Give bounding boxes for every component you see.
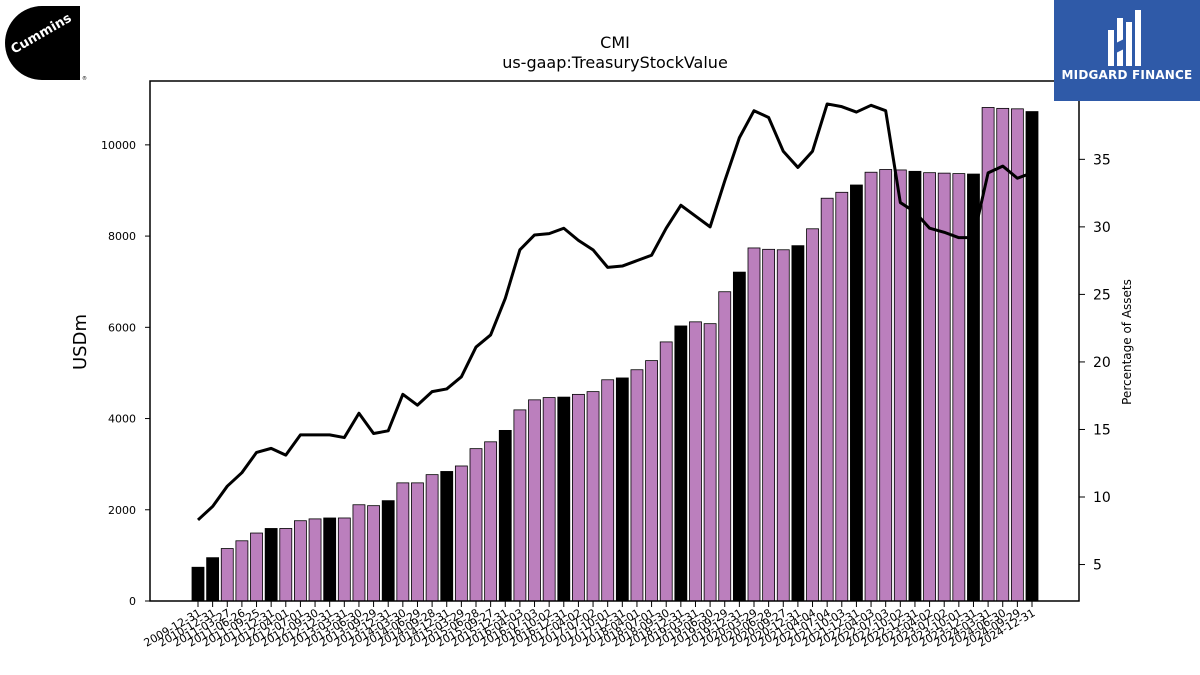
bar xyxy=(747,247,761,602)
bar xyxy=(308,518,322,602)
line-group xyxy=(196,102,1033,522)
chart-title: CMI xyxy=(600,33,630,52)
bar xyxy=(1010,108,1024,602)
y2-tick-label: 15 xyxy=(1093,422,1111,438)
bar xyxy=(791,245,805,602)
bar xyxy=(630,369,644,602)
bar xyxy=(264,528,278,602)
bar xyxy=(1025,111,1039,602)
bar xyxy=(425,474,439,602)
bar xyxy=(542,397,556,602)
bar xyxy=(923,172,936,602)
line-series xyxy=(196,102,1033,522)
bar xyxy=(513,409,527,602)
y2-tick-label: 20 xyxy=(1093,355,1111,371)
y2-axis: 5 10 15 20 25 30 35 xyxy=(1079,152,1111,574)
midgard-finance-logo: MIDGARD FINANCE xyxy=(1054,0,1200,101)
y-tick-label: 0 xyxy=(129,595,136,608)
bar xyxy=(586,391,600,602)
y2-tick-label: 5 xyxy=(1093,558,1102,574)
bar xyxy=(937,172,951,602)
bar xyxy=(908,170,922,602)
bar xyxy=(645,360,658,602)
y-tick-label: 2000 xyxy=(108,504,136,517)
bar xyxy=(601,379,615,602)
x-axis: 2009-12-312010-12-312011-03-272011-06-26… xyxy=(142,601,1038,650)
bar xyxy=(323,517,337,602)
y-axis: 0 2000 4000 6000 8000 10000 xyxy=(101,139,150,608)
y-axis-label: USDm xyxy=(70,314,91,370)
chart-subtitle: us-gaap:TreasuryStockValue xyxy=(502,53,728,72)
bar xyxy=(762,248,776,602)
bar xyxy=(469,448,483,602)
bar xyxy=(981,107,995,602)
bar xyxy=(250,532,263,602)
bar xyxy=(659,341,673,602)
bar xyxy=(220,548,234,602)
bar xyxy=(440,471,454,602)
bar xyxy=(454,465,468,602)
bar xyxy=(279,528,293,602)
bars-group xyxy=(191,107,1039,602)
y2-tick-label: 35 xyxy=(1093,152,1111,168)
bar xyxy=(528,399,541,602)
bar xyxy=(674,325,688,602)
bar xyxy=(498,429,512,602)
bar xyxy=(352,504,366,602)
bar xyxy=(206,557,220,602)
bar xyxy=(557,396,571,602)
y-tick-label: 6000 xyxy=(108,321,136,334)
y2-tick-label: 10 xyxy=(1093,490,1111,506)
bar xyxy=(294,520,307,602)
bar xyxy=(732,271,746,602)
y-tick-label: 10000 xyxy=(101,139,136,152)
bar xyxy=(689,321,702,602)
bar xyxy=(850,184,863,602)
bar xyxy=(864,171,878,602)
y-tick-label: 8000 xyxy=(108,230,136,243)
bar xyxy=(806,228,819,602)
y2-tick-label: 25 xyxy=(1093,287,1111,303)
bar xyxy=(337,517,351,602)
y-tick-label: 4000 xyxy=(108,413,136,426)
bar xyxy=(191,566,205,602)
bar xyxy=(893,169,907,602)
bar xyxy=(396,482,410,602)
bar xyxy=(703,323,717,602)
bar xyxy=(820,197,834,602)
y2-axis-label: Percentage of Assets xyxy=(1120,279,1134,405)
svg-text:®: ® xyxy=(82,75,87,82)
bar xyxy=(381,500,395,602)
y2-tick-label: 30 xyxy=(1093,220,1111,236)
bar xyxy=(776,249,790,602)
bar xyxy=(615,377,629,602)
bar xyxy=(484,441,498,602)
plot-frame xyxy=(149,80,1080,602)
bar xyxy=(411,482,424,602)
bar xyxy=(367,505,380,602)
bar xyxy=(996,107,1010,602)
cummins-logo: Cummins ® xyxy=(4,4,88,82)
midgard-finance-label: MIDGARD FINANCE xyxy=(1061,68,1193,82)
bar xyxy=(718,291,732,602)
bar xyxy=(235,540,249,602)
midgard-emblem-icon xyxy=(1108,10,1141,66)
bar xyxy=(879,169,893,602)
bar xyxy=(572,393,585,602)
bar xyxy=(835,191,849,602)
